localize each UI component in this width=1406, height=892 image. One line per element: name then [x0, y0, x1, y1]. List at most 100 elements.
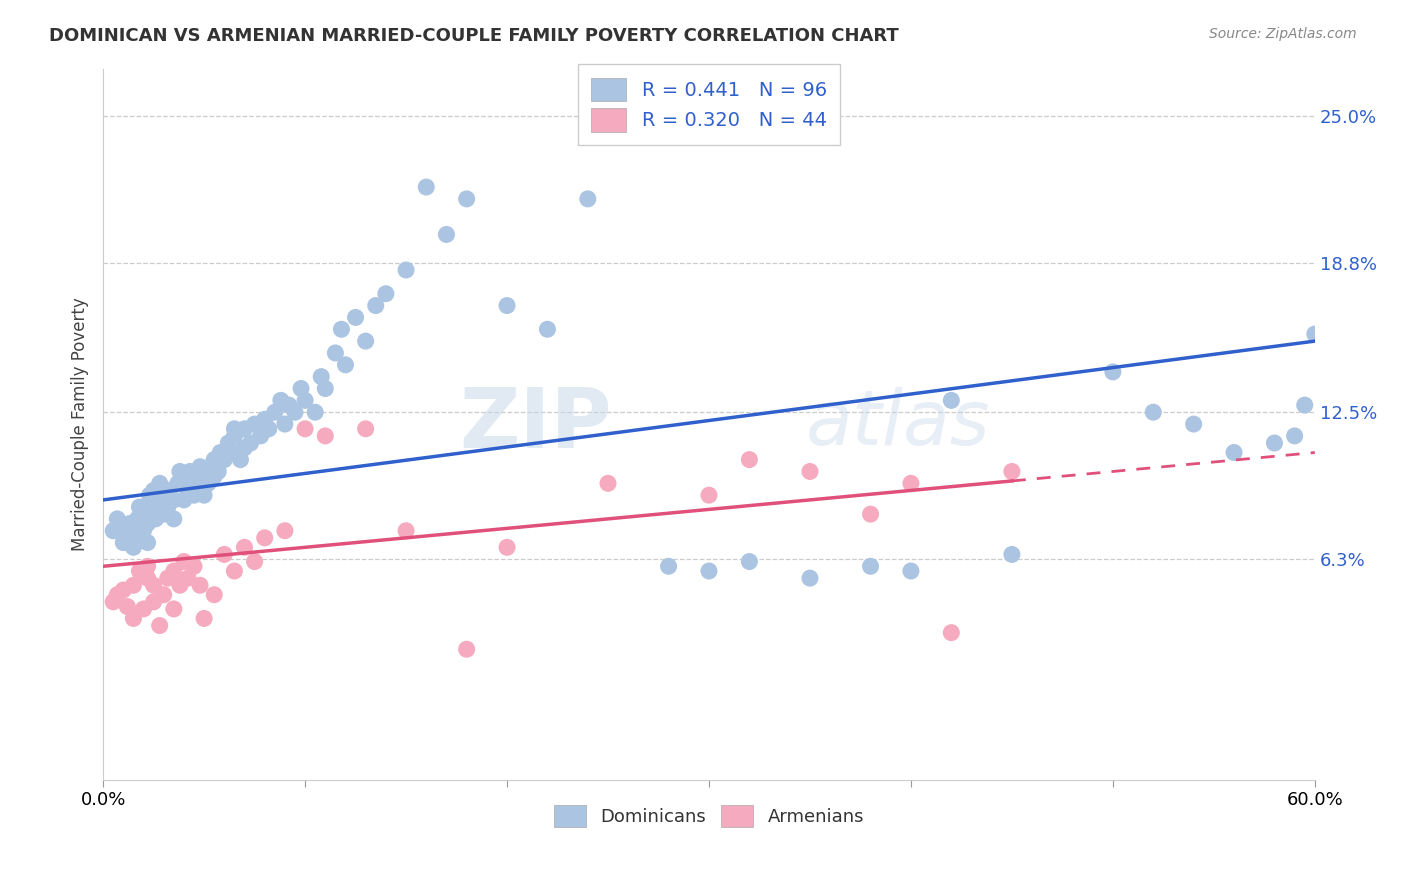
Point [799, 465, 821, 479]
Point [415, 180, 437, 194]
Point [1223, 445, 1246, 459]
Point [159, 483, 181, 498]
Point [166, 476, 188, 491]
Point [179, 465, 201, 479]
Point [122, 578, 145, 592]
Point [658, 559, 681, 574]
Point [177, 571, 200, 585]
Point [122, 541, 145, 555]
Point [253, 412, 276, 426]
Point [738, 452, 761, 467]
Point [330, 322, 353, 336]
Point [202, 588, 225, 602]
Point [197, 476, 219, 491]
Point [859, 559, 882, 574]
Point [354, 334, 377, 348]
Point [173, 492, 195, 507]
Point [738, 555, 761, 569]
Point [697, 564, 720, 578]
Point [169, 578, 191, 592]
Point [183, 488, 205, 502]
Text: DOMINICAN VS ARMENIAN MARRIED-COUPLE FAMILY POVERTY CORRELATION CHART: DOMINICAN VS ARMENIAN MARRIED-COUPLE FAM… [49, 27, 898, 45]
Point [145, 512, 167, 526]
Point [209, 445, 232, 459]
Point [132, 524, 155, 538]
Point [202, 469, 225, 483]
Point [118, 516, 141, 531]
Point [304, 405, 326, 419]
Point [105, 512, 128, 526]
Point [1182, 417, 1205, 431]
Point [243, 417, 266, 431]
Point [257, 422, 280, 436]
Point [193, 611, 215, 625]
Point [132, 507, 155, 521]
Point [536, 322, 558, 336]
Point [128, 564, 150, 578]
Point [496, 541, 519, 555]
Point [314, 429, 336, 443]
Point [249, 429, 271, 443]
Point [214, 452, 236, 467]
Point [152, 488, 174, 502]
Point [207, 465, 229, 479]
Point [224, 422, 246, 436]
Point [1001, 548, 1024, 562]
Point [325, 346, 347, 360]
Point [132, 602, 155, 616]
Point [163, 602, 186, 616]
Point [105, 588, 128, 602]
Point [1294, 398, 1316, 412]
Text: Source: ZipAtlas.com: Source: ZipAtlas.com [1209, 27, 1357, 41]
Point [138, 488, 160, 502]
Point [1142, 405, 1164, 419]
Point [290, 382, 312, 396]
Point [233, 441, 256, 455]
Text: atlas: atlas [806, 387, 990, 461]
Point [395, 263, 418, 277]
Point [576, 192, 599, 206]
Point [284, 405, 307, 419]
Point [900, 476, 922, 491]
Point [183, 559, 205, 574]
Point [799, 571, 821, 585]
Point [142, 595, 165, 609]
Text: ZIP: ZIP [460, 384, 612, 465]
Point [294, 422, 316, 436]
Point [239, 436, 262, 450]
Point [103, 524, 125, 538]
Point [188, 578, 211, 592]
Point [163, 492, 186, 507]
Point [136, 559, 159, 574]
Point [193, 469, 215, 483]
Point [1102, 365, 1125, 379]
Point [456, 192, 478, 206]
Point [1284, 429, 1306, 443]
Point [243, 555, 266, 569]
Point [1001, 465, 1024, 479]
Point [103, 595, 125, 609]
Point [136, 535, 159, 549]
Point [117, 599, 139, 614]
Point [183, 469, 205, 483]
Point [152, 588, 174, 602]
Point [253, 531, 276, 545]
Point [128, 500, 150, 514]
Point [233, 422, 256, 436]
Point [900, 564, 922, 578]
Point [309, 369, 332, 384]
Point [173, 555, 195, 569]
Point [217, 436, 239, 450]
Point [142, 483, 165, 498]
Point [277, 398, 299, 412]
Point [697, 488, 720, 502]
Point [496, 299, 519, 313]
Point [112, 582, 135, 597]
Point [270, 393, 292, 408]
Point [219, 445, 242, 459]
Point [224, 429, 246, 443]
Point [136, 516, 159, 531]
Point [127, 512, 149, 526]
Point [188, 459, 211, 474]
Point [146, 492, 169, 507]
